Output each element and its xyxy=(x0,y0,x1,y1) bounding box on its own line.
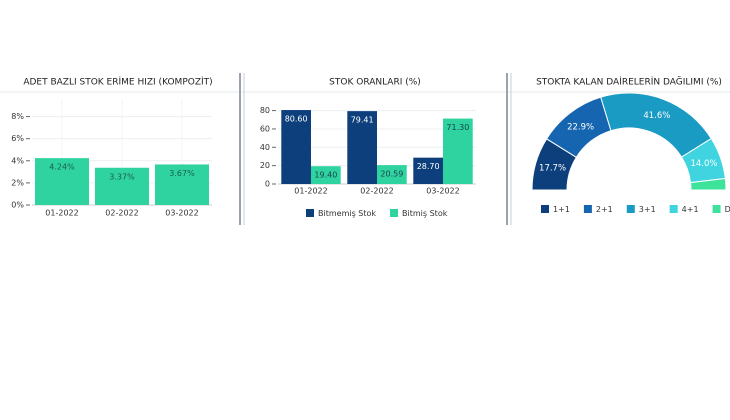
legend-swatch xyxy=(626,205,635,213)
chart-title: ADET BAZLI STOK ERİME HIZI (KOMPOZİT) xyxy=(23,77,212,88)
legend-label: Diğer xyxy=(725,205,730,214)
slice-label: 41.6% xyxy=(643,111,670,121)
value-label: 4.24% xyxy=(49,163,75,172)
bar xyxy=(347,111,377,184)
value-label: 3.37% xyxy=(109,172,135,181)
legend-label: Bitmiş Stok xyxy=(402,209,448,218)
value-label: 80.60 xyxy=(285,115,308,124)
bar xyxy=(377,165,407,184)
x-tick-label: 02-2022 xyxy=(105,209,138,218)
bar xyxy=(155,164,209,205)
legend-label: 3+1 xyxy=(639,205,656,214)
legend-label: 2+1 xyxy=(596,205,613,214)
donut-slice xyxy=(600,92,712,158)
legend-label: 4+1 xyxy=(682,205,699,214)
bar xyxy=(95,167,149,205)
bar xyxy=(281,110,311,184)
chart-title: STOKTA KALAN DAİRELERİN DAĞILIMI (%) xyxy=(536,76,722,88)
value-label: 3.67% xyxy=(169,169,195,178)
bar xyxy=(35,158,89,205)
y-tick-label: 4% xyxy=(11,156,24,165)
x-tick-label: 01-2022 xyxy=(294,187,327,196)
y-tick-label: 80 xyxy=(260,106,270,115)
slice-label: 14.0% xyxy=(690,159,717,169)
y-tick-label: 8% xyxy=(11,112,24,121)
value-label: 20.59 xyxy=(380,170,403,179)
legend-swatch xyxy=(583,205,592,213)
y-tick-label: 6% xyxy=(11,134,24,143)
legend-label: 1+1 xyxy=(553,205,570,214)
slice-label: 22.9% xyxy=(567,122,594,132)
legend-swatch xyxy=(712,205,721,213)
slice-label: 17.7% xyxy=(539,164,566,174)
value-label: 71.30 xyxy=(446,123,469,132)
legend-label: Bitmemiş Stok xyxy=(318,209,376,218)
legend-swatch xyxy=(390,209,399,217)
x-tick-label: 01-2022 xyxy=(45,209,78,218)
y-tick-label: 0% xyxy=(11,201,24,210)
value-label: 28.70 xyxy=(417,162,440,171)
legend-swatch xyxy=(306,209,314,217)
y-tick-label: 2% xyxy=(11,178,24,187)
bar xyxy=(413,157,443,184)
x-tick-label: 02-2022 xyxy=(360,187,393,196)
y-tick-label: 20 xyxy=(260,161,270,170)
bar xyxy=(443,118,473,184)
y-tick-label: 60 xyxy=(260,124,270,133)
legend-swatch xyxy=(669,205,678,213)
y-tick-label: 40 xyxy=(260,143,270,152)
chart-title: STOK ORANLARI (%) xyxy=(329,78,421,88)
x-tick-label: 03-2022 xyxy=(426,187,459,196)
donut-slice xyxy=(690,177,727,191)
value-label: 79.41 xyxy=(351,116,374,125)
bar xyxy=(311,166,341,184)
y-tick-label: 0 xyxy=(265,180,270,189)
legend-swatch xyxy=(541,205,549,213)
x-tick-label: 03-2022 xyxy=(165,209,198,218)
value-label: 19.40 xyxy=(314,171,337,180)
